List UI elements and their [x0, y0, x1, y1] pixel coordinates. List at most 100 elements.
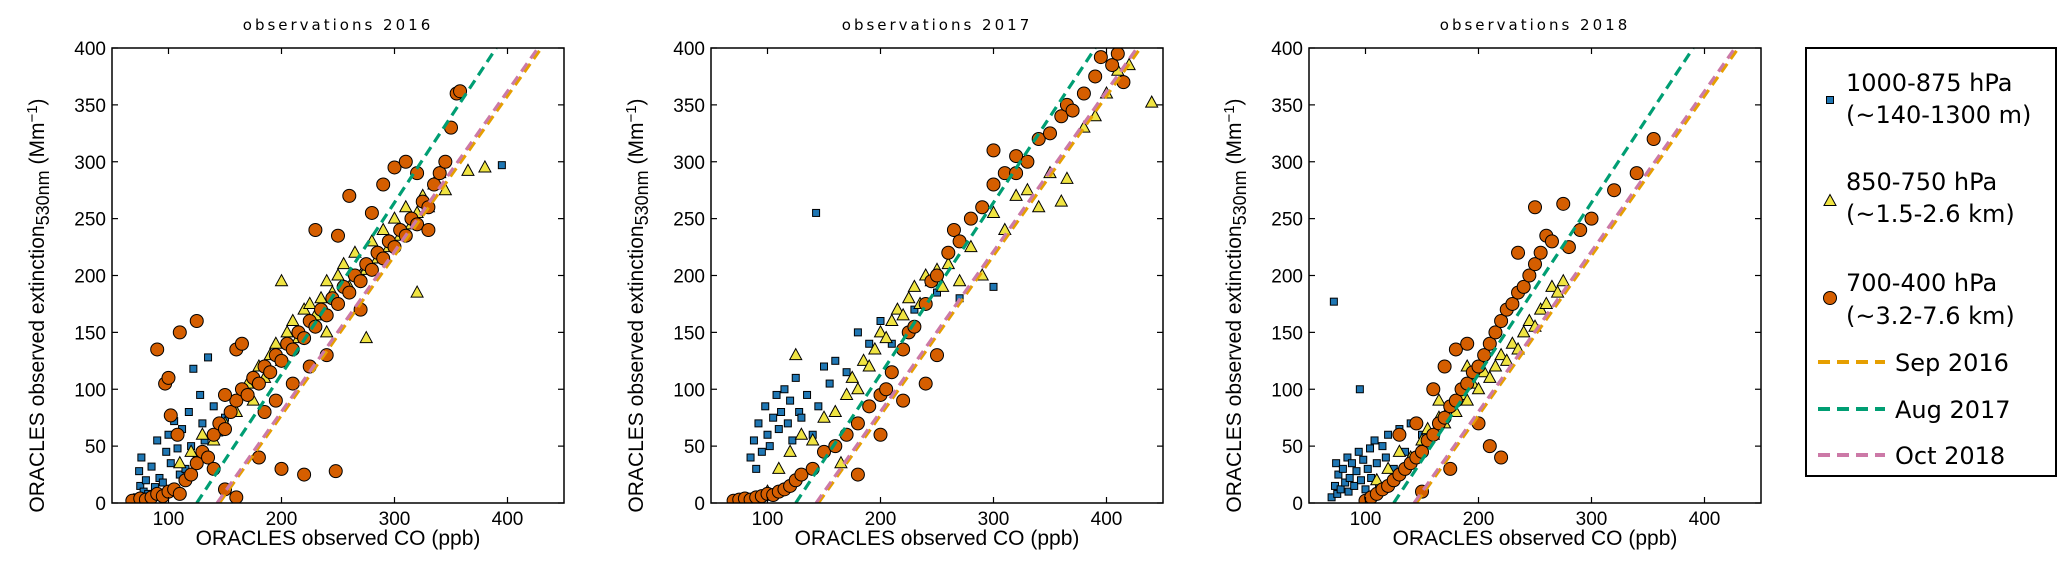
point-circle	[1443, 461, 1458, 476]
point-circle	[184, 467, 199, 482]
point-triangle	[783, 444, 797, 457]
fit-line	[195, 48, 498, 503]
point-triangle	[952, 273, 967, 287]
point-triangle	[896, 307, 910, 321]
y-tick-label: 300	[1271, 153, 1303, 174]
legend: 1000-875 hPa (~140-1300 m) 850-750 hPa (~1.…	[1805, 47, 2057, 477]
point-square	[1347, 459, 1356, 468]
point-triangle	[856, 353, 871, 366]
y-tick-label: 250	[673, 210, 705, 231]
point-triangle	[1516, 324, 1531, 338]
panels: observations 2016 100 200 300 400 0 50 100 150 20…	[24, 16, 1762, 550]
point-triangle	[1550, 285, 1565, 298]
legend-label: 850-750 hPa	[1846, 168, 1997, 196]
x-tick-label: 300	[379, 509, 411, 530]
point-square	[772, 390, 781, 399]
point-triangle	[410, 285, 424, 298]
point-circle	[1110, 48, 1125, 61]
point-circle	[1009, 149, 1024, 164]
x-tick-label: 200	[266, 509, 298, 530]
point-circle	[1533, 245, 1548, 260]
point-circle	[342, 285, 357, 300]
y-tick-label: 150	[1271, 323, 1303, 344]
point-circle	[1020, 154, 1035, 169]
point-circle	[364, 205, 379, 220]
point-triangle	[1054, 194, 1069, 207]
point-circle	[150, 342, 165, 357]
point-circle	[1607, 183, 1622, 198]
point-square	[783, 419, 792, 428]
data-points	[125, 84, 506, 503]
y-tick-label: 200	[74, 267, 106, 288]
y-tick-label: 0	[1292, 494, 1303, 515]
point-square	[184, 408, 193, 416]
point-circle	[873, 427, 888, 442]
point-triangle	[1020, 182, 1035, 196]
x-axis-label: ORACLES observed CO (ppb)	[196, 527, 481, 550]
point-square	[158, 478, 167, 487]
point-circle	[189, 456, 204, 471]
point-square	[1352, 467, 1361, 476]
point-triangle	[964, 239, 978, 253]
point-triangle	[1522, 313, 1537, 326]
point-square	[797, 413, 806, 422]
point-circle	[1528, 257, 1542, 272]
point-triangle	[319, 324, 334, 338]
point-square	[1334, 470, 1343, 479]
point-triangle	[828, 404, 843, 417]
x-tick-label: 300	[1576, 509, 1608, 530]
point-square	[1363, 464, 1372, 473]
point-circle	[1460, 336, 1475, 351]
y-tick-label: 100	[74, 380, 106, 401]
fit-lines	[794, 48, 1142, 503]
x-tick-label: 400	[1689, 509, 1721, 530]
point-circle	[896, 393, 911, 408]
point-square	[780, 385, 789, 394]
point-circle	[285, 376, 300, 391]
legend-entry: 1000-875 hPa (~140-1300 m)	[1826, 69, 2031, 129]
point-circle	[331, 228, 345, 243]
point-circle	[879, 382, 894, 397]
point-circle	[1448, 342, 1463, 357]
fit-line	[1415, 48, 1740, 503]
point-square	[769, 413, 778, 422]
point-square	[876, 317, 885, 325]
point-circle	[963, 211, 978, 226]
point-square	[1366, 444, 1375, 453]
legend-entry: Aug 2017	[1818, 396, 2011, 424]
point-circle	[170, 427, 185, 442]
legend-label: Aug 2017	[1895, 396, 2011, 424]
y-tick-label: 200	[673, 267, 705, 288]
point-circle	[251, 450, 266, 465]
point-triangle	[1460, 393, 1475, 406]
fit-line	[794, 48, 1097, 503]
point-circle	[1437, 359, 1452, 374]
point-circle	[398, 154, 413, 169]
point-square	[763, 430, 772, 439]
point-square	[786, 396, 795, 405]
point-square	[761, 402, 770, 411]
x-tick-label: 200	[1463, 509, 1495, 530]
point-square	[1384, 430, 1393, 439]
point-triangle	[1369, 472, 1384, 486]
point-triangle	[1060, 171, 1074, 184]
x-axis-label: ORACLES observed CO (ppb)	[1393, 527, 1678, 550]
point-circle	[229, 393, 244, 408]
point-triangle	[184, 444, 198, 457]
point-circle	[218, 422, 232, 437]
point-triangle	[331, 267, 345, 281]
point-square	[166, 459, 175, 468]
data-points	[726, 48, 1159, 503]
scatter-panel-2: observations 2017 100 200 300 400 0 50 100 150 20…	[623, 16, 1164, 550]
point-square	[1338, 464, 1347, 473]
point-circle	[257, 405, 272, 419]
point-circle	[161, 370, 176, 385]
legend-entry: Oct 2018	[1818, 442, 2005, 470]
point-square	[1370, 436, 1379, 445]
point-square	[865, 339, 874, 348]
point-square	[910, 305, 919, 314]
point-triangle	[1144, 95, 1159, 108]
point-circle	[1505, 296, 1520, 311]
y-tick-label: 350	[1271, 96, 1303, 117]
point-square	[1341, 478, 1350, 487]
